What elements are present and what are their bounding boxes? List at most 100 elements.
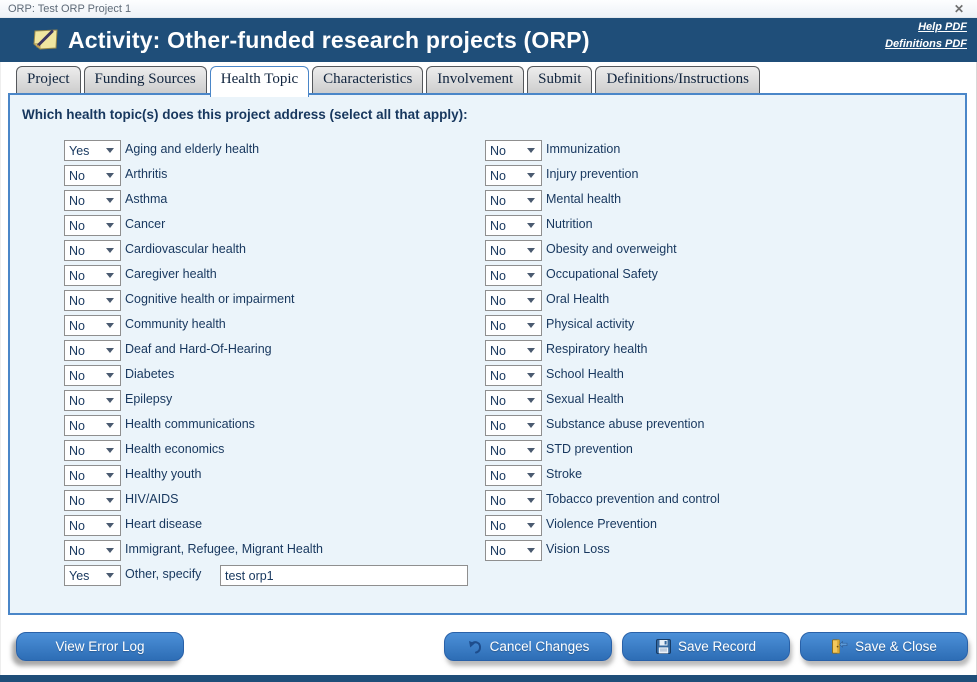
tab-project[interactable]: Project: [16, 66, 81, 93]
topic-row: No Obesity and overweight: [10, 240, 965, 265]
chevron-down-icon: [527, 298, 535, 303]
definitions-pdf-link[interactable]: Definitions PDF: [885, 38, 967, 50]
health-topic-select[interactable]: No: [485, 490, 542, 511]
topic-row: No Diabetes: [10, 365, 965, 390]
tab-characteristics[interactable]: Characteristics: [312, 66, 424, 93]
other-specify-input[interactable]: [220, 565, 468, 586]
health-topic-select[interactable]: No: [485, 515, 542, 536]
tab-definitions-instructions[interactable]: Definitions/Instructions: [595, 66, 760, 93]
select-value: Yes: [69, 568, 90, 583]
health-topic-select[interactable]: No: [485, 315, 542, 336]
health-topic-select[interactable]: No: [485, 415, 542, 436]
health-topic-label: Health economics: [125, 442, 225, 456]
health-topic-select[interactable]: No: [64, 515, 121, 536]
health-topic-label: Violence Prevention: [546, 517, 657, 531]
select-value: No: [69, 343, 85, 358]
save-record-label: Save Record: [677, 639, 757, 654]
select-value: No: [69, 293, 85, 308]
window-bottom-strip: [0, 675, 977, 682]
health-topic-select[interactable]: No: [64, 340, 121, 361]
health-topic-label: Physical activity: [546, 317, 635, 331]
save-floppy-icon: [655, 639, 671, 654]
health-topic-select[interactable]: No: [64, 290, 121, 311]
activity-header: Activity: Other-funded research projects…: [0, 18, 977, 62]
health-topic-select[interactable]: No: [485, 140, 542, 161]
chevron-down-icon: [527, 173, 535, 178]
health-topic-select[interactable]: No: [64, 440, 121, 461]
chevron-down-icon: [106, 423, 114, 428]
chevron-down-icon: [106, 573, 114, 578]
select-value: No: [490, 168, 506, 183]
help-pdf-link[interactable]: Help PDF: [918, 21, 967, 33]
health-topic-select[interactable]: No: [485, 290, 542, 311]
close-icon[interactable]: ✕: [953, 2, 964, 16]
health-topic-label: Heart disease: [125, 517, 203, 531]
health-topic-select[interactable]: No: [485, 540, 542, 561]
health-topic-label: Diabetes: [125, 367, 175, 381]
health-topic-label: Other, specify: [125, 567, 202, 581]
chevron-down-icon: [106, 298, 114, 303]
chevron-down-icon: [106, 198, 114, 203]
health-topic-label: Healthy youth: [125, 467, 202, 481]
save-and-close-button[interactable]: Save & Close: [800, 632, 968, 661]
health-topic-select[interactable]: No: [485, 240, 542, 261]
health-topic-select[interactable]: No: [64, 365, 121, 386]
select-value: No: [69, 468, 85, 483]
select-value: No: [69, 493, 85, 508]
health-topic-select[interactable]: No: [485, 390, 542, 411]
health-topic-select[interactable]: No: [64, 465, 121, 486]
health-topic-select[interactable]: Yes: [64, 140, 121, 161]
tab-health-topic[interactable]: Health Topic: [209, 66, 310, 97]
health-topic-select[interactable]: No: [485, 190, 542, 211]
select-value: No: [69, 393, 85, 408]
select-value: No: [69, 168, 85, 183]
health-topic-label: Health communications: [125, 417, 255, 431]
health-topic-select[interactable]: No: [485, 440, 542, 461]
tab-funding-sources[interactable]: Funding Sources: [83, 66, 207, 93]
select-value: No: [69, 268, 85, 283]
health-topic-select[interactable]: No: [64, 165, 121, 186]
chevron-down-icon: [106, 523, 114, 528]
health-topic-select[interactable]: No: [64, 315, 121, 336]
save-record-button[interactable]: Save Record: [622, 632, 790, 661]
topic-row: No Community health: [10, 315, 965, 340]
health-topic-select[interactable]: No: [64, 265, 121, 286]
select-value: No: [490, 468, 506, 483]
select-value: No: [69, 318, 85, 333]
select-value: No: [490, 368, 506, 383]
health-topic-select[interactable]: No: [64, 415, 121, 436]
health-topic-select[interactable]: No: [64, 215, 121, 236]
health-topic-select[interactable]: No: [485, 165, 542, 186]
window-title: ORP: Test ORP Project 1: [8, 3, 132, 15]
chevron-down-icon: [527, 473, 535, 478]
health-topic-select[interactable]: No: [64, 390, 121, 411]
window-titlebar: ORP: Test ORP Project 1 ✕: [0, 0, 977, 18]
health-topic-select[interactable]: No: [485, 340, 542, 361]
topic-row: No Healthy youth: [10, 465, 965, 490]
health-topic-select[interactable]: Yes: [64, 565, 121, 586]
topic-row: No School Health: [10, 365, 965, 390]
health-topic-select[interactable]: No: [485, 215, 542, 236]
health-topic-select[interactable]: No: [485, 365, 542, 386]
topic-row: No Health economics: [10, 440, 965, 465]
health-topic-select[interactable]: No: [485, 465, 542, 486]
tab-submit[interactable]: Submit: [527, 66, 593, 93]
tab-involvement[interactable]: Involvement: [426, 66, 525, 93]
health-topic-select[interactable]: No: [64, 540, 121, 561]
topic-row: No HIV/AIDS: [10, 490, 965, 515]
chevron-down-icon: [527, 148, 535, 153]
topic-row: No Deaf and Hard-Of-Hearing: [10, 340, 965, 365]
view-error-log-button[interactable]: View Error Log: [16, 632, 184, 661]
select-value: No: [490, 343, 506, 358]
chevron-down-icon: [106, 398, 114, 403]
cancel-changes-button[interactable]: Cancel Changes: [444, 632, 612, 661]
chevron-down-icon: [106, 223, 114, 228]
health-topic-select[interactable]: No: [64, 190, 121, 211]
health-topic-label: Cancer: [125, 217, 166, 231]
topic-row: No Cognitive health or impairment: [10, 290, 965, 315]
health-topic-label: Epilepsy: [125, 392, 173, 406]
health-topic-select[interactable]: No: [485, 265, 542, 286]
health-topic-select[interactable]: No: [64, 490, 121, 511]
health-topic-select[interactable]: No: [64, 240, 121, 261]
